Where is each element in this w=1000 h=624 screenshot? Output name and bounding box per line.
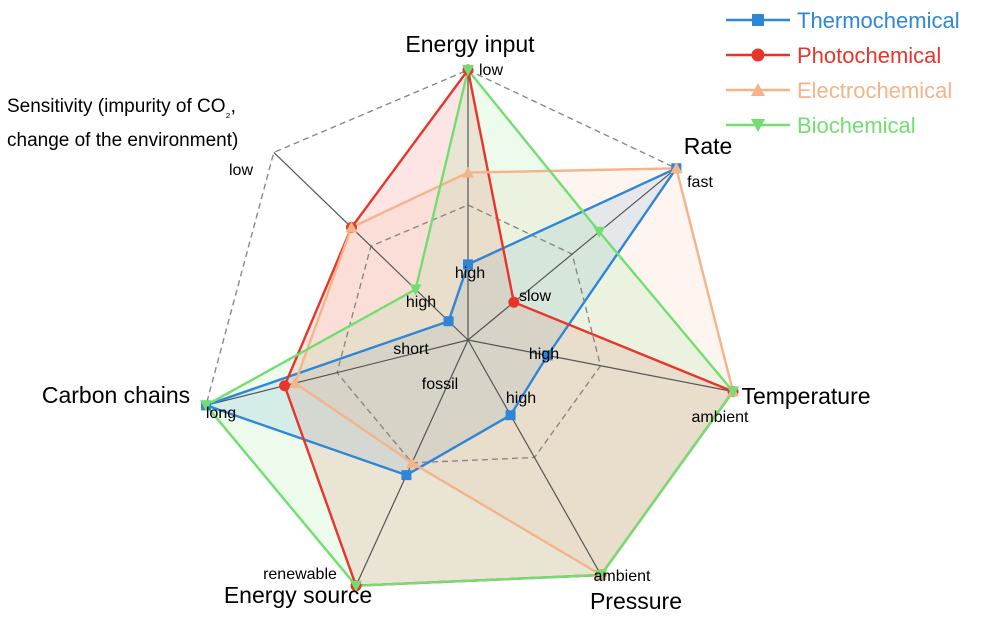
axis-center-label-rate: slow — [519, 288, 551, 305]
axis-title-energy-source: Energy source — [224, 582, 372, 608]
point-electrochemical-sensitivity — [345, 221, 358, 233]
legend-label-thermochemical: Thermochemical — [797, 8, 960, 33]
legend-label-photochemical: Photochemical — [797, 43, 941, 68]
axis-center-label-temperature: high — [529, 346, 559, 363]
series-fill-electrochemical — [295, 168, 733, 576]
axis-line-carbon-chains — [205, 339, 469, 406]
point-thermochemical-sensitivity — [443, 316, 454, 327]
series-fill-thermochemical — [206, 168, 677, 476]
axis-line-rate — [467, 167, 677, 341]
point-biochemical-pressure — [594, 569, 607, 581]
point-electrochemical-rate — [670, 162, 683, 174]
point-thermochemical-pressure — [505, 410, 516, 421]
legend-marker-biochemical — [751, 119, 765, 132]
axis-title-sensitivity-comma: , — [231, 96, 236, 117]
point-thermochemical-energy-input — [463, 259, 473, 270]
axis-title-sensitivity: Sensitivity (impurity of CO₂, — [7, 96, 236, 120]
legend: Thermochemical Photochemical Electrochemic… — [726, 8, 960, 138]
legend-label-electrochemical: Electrochemical — [797, 78, 952, 103]
series-line-biochemical — [204, 68, 735, 587]
point-electrochemical-energy-source — [406, 456, 419, 468]
series-lines — [204, 68, 735, 587]
axis-labels: Energy input low high Rate fast slow Temperatu… — [7, 31, 871, 614]
axis-center-label-pressure: high — [506, 390, 536, 407]
axis-title-temperature: Temperature — [741, 383, 870, 409]
series-fills — [206, 70, 733, 586]
axis-center-label-energy-input: high — [455, 265, 485, 282]
axis-title-energy-input: Energy input — [405, 31, 535, 57]
point-thermochemical-energy-source — [401, 470, 412, 481]
series-fill-biochemical — [206, 70, 733, 586]
point-biochemical-temperature — [727, 386, 740, 398]
axis-end-label-energy-source: renewable — [263, 566, 337, 583]
axis-end-label-pressure: ambient — [594, 568, 651, 585]
series-markers — [200, 64, 740, 592]
axis-center-label-energy-source: fossil — [422, 376, 458, 393]
series-fill-photochemical — [284, 70, 733, 586]
axis-end-label-energy-input: low — [479, 62, 503, 79]
axis-center-label-carbon-chains: short — [393, 341, 429, 358]
point-biochemical-rate — [593, 226, 606, 238]
point-electrochemical-carbon-chains — [289, 377, 302, 389]
series-line-thermochemical — [204, 167, 678, 477]
point-biochemical-carbon-chains — [200, 400, 213, 412]
axis-end-label-temperature: ambient — [692, 409, 749, 426]
point-thermochemical-temperature — [542, 350, 553, 361]
grid-ring-1 — [336, 204, 602, 464]
point-photochemical-carbon-chains — [279, 380, 291, 392]
point-biochemical-energy-source — [350, 580, 363, 592]
axis-title-rate: Rate — [684, 133, 733, 159]
legend-label-biochemical: Biochemical — [797, 113, 916, 138]
axis-line-pressure — [467, 339, 602, 576]
legend-marker-photochemical — [751, 48, 765, 62]
axis-center-label-sensitivity: high — [406, 294, 436, 311]
legend-marker-thermochemical — [752, 14, 764, 26]
point-photochemical-rate — [508, 296, 520, 308]
point-electrochemical-energy-input — [462, 166, 474, 178]
series-line-electrochemical — [293, 167, 735, 577]
axis-end-label-carbon-chains: long — [206, 405, 236, 422]
axis-title-sensitivity-line2: change of the environment) — [7, 130, 238, 151]
axis-line-sensitivity — [273, 151, 469, 341]
grid-ring-2 — [205, 69, 734, 587]
point-biochemical-energy-input — [462, 65, 474, 76]
axis-title-pressure: Pressure — [590, 588, 682, 614]
legend-marker-electrochemical — [751, 83, 765, 96]
grid-rings — [205, 69, 734, 587]
axis-title-sensitivity-part1: Sensitivity (impurity of CO — [7, 96, 226, 117]
point-biochemical-sensitivity — [409, 284, 422, 296]
axis-end-label-sensitivity: low — [229, 162, 253, 179]
axis-line-temperature — [467, 339, 734, 393]
axis-title-carbon-chains: Carbon chains — [42, 382, 190, 408]
axis-title-sensitivity-subscript: ₂ — [226, 105, 231, 120]
axis-end-label-rate: fast — [687, 174, 713, 191]
